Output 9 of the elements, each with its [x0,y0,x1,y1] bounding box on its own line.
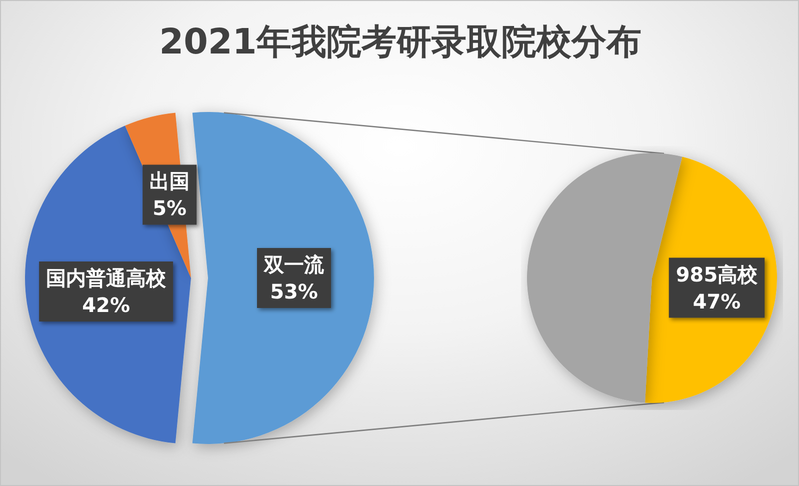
data-label: 42% [82,292,130,317]
slice-label: 出国 [150,169,190,194]
slice-label: 双一流 [263,252,325,276]
data-label: 47% [692,289,741,314]
slice-label: 国内普通高校 [46,266,168,290]
data-label: 5% [152,196,187,220]
data-label: 53% [270,280,318,304]
slice-label: 985高校 [676,262,759,286]
chart-title: 2021年我院考研录取院校分布 [159,22,642,62]
